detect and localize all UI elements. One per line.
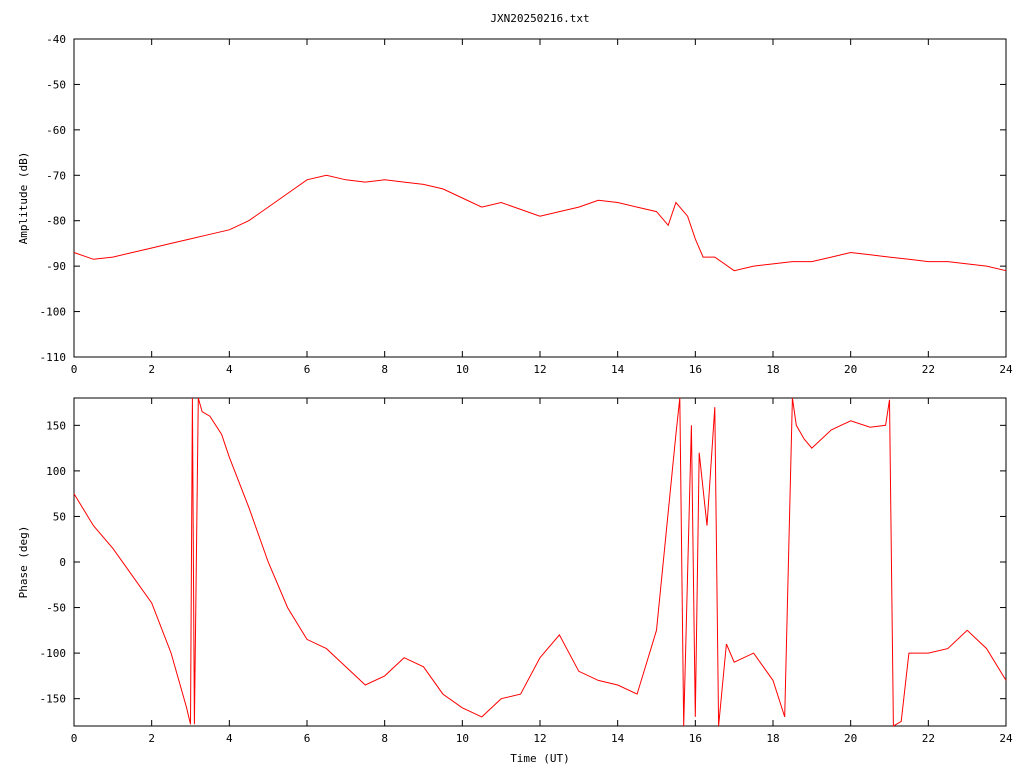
amplitude-x-tick-label: 18 (766, 363, 779, 376)
phase-plot-frame (73, 397, 1007, 727)
phase-y-tick-label: -100 (40, 647, 67, 660)
amplitude-x-tick-label: 14 (611, 363, 625, 376)
phase-x-tick-label: 12 (533, 732, 546, 745)
phase-y-tick-label: 100 (46, 465, 66, 478)
amplitude-x-tick-label: 10 (456, 363, 469, 376)
phase-x-tick-label: 16 (689, 732, 702, 745)
amplitude-plot-frame (73, 38, 1007, 358)
amplitude-y-tick-label: -100 (40, 306, 67, 319)
phase-x-tick-label: 14 (611, 732, 625, 745)
phase-y-tick-label: 0 (59, 556, 66, 569)
amplitude-y-tick-label: -60 (46, 124, 66, 137)
phase-x-tick-label: 8 (381, 732, 388, 745)
amplitude-x-tick-label: 22 (922, 363, 935, 376)
amplitude-series-line (73, 174, 1007, 272)
phase-x-tick-label: 4 (226, 732, 233, 745)
phase-x-tick-label: 2 (148, 732, 155, 745)
amplitude-y-tick-label: -50 (46, 78, 66, 91)
phase-ticks: 0 2 4 6 8 10 12 14 16 18 20 22 24150100500-50-100-15… (40, 398, 1013, 745)
amplitude-x-tick-label: 0 (71, 363, 78, 376)
amplitude-x-tick-label: 2 (148, 363, 155, 376)
amplitude-y-tick-label: -90 (46, 260, 66, 273)
phase-y-tick-label: 150 (46, 419, 66, 432)
phase-panel: 0 2 4 6 8 10 12 14 16 18 20 22 24150100500-50-100-15… (17, 397, 1013, 765)
phase-y-tick-label: 50 (53, 510, 66, 523)
amplitude-x-tick-label: 24 (999, 363, 1013, 376)
amplitude-x-tick-label: 8 (381, 363, 388, 376)
phase-y-axis-label: Phase (deg) (17, 526, 30, 599)
amplitude-panel: 0 2 4 6 8 10 12 14 16 18 20 22 24-40-50-60-70-80-90-… (17, 33, 1013, 376)
phase-x-tick-label: 24 (999, 732, 1013, 745)
amplitude-ticks: 0 2 4 6 8 10 12 14 16 18 20 22 24-40-50-60-70-80-90-… (40, 33, 1013, 376)
amplitude-x-tick-label: 16 (689, 363, 702, 376)
phase-x-tick-label: 20 (844, 732, 857, 745)
phase-y-tick-label: -150 (40, 693, 67, 706)
phase-y-tick-label: -50 (46, 602, 66, 615)
phase-x-tick-label: 18 (766, 732, 779, 745)
phase-series-line (73, 397, 1007, 727)
amplitude-x-tick-label: 6 (304, 363, 311, 376)
amplitude-y-tick-label: -40 (46, 33, 66, 46)
x-axis-label: Time (UT) (510, 752, 570, 765)
amplitude-y-axis-label: Amplitude (dB) (17, 152, 30, 245)
amplitude-y-tick-label: -80 (46, 215, 66, 228)
phase-x-tick-label: 6 (304, 732, 311, 745)
amplitude-y-tick-label: -110 (40, 351, 67, 364)
amplitude-x-tick-label: 12 (533, 363, 546, 376)
amplitude-y-tick-label: -70 (46, 169, 66, 182)
phase-x-tick-label: 10 (456, 732, 469, 745)
phase-x-tick-label: 0 (71, 732, 78, 745)
chart-title: JXN20250216.txt (490, 12, 589, 25)
phase-x-tick-label: 22 (922, 732, 935, 745)
amplitude-x-tick-label: 20 (844, 363, 857, 376)
amplitude-x-tick-label: 4 (226, 363, 233, 376)
